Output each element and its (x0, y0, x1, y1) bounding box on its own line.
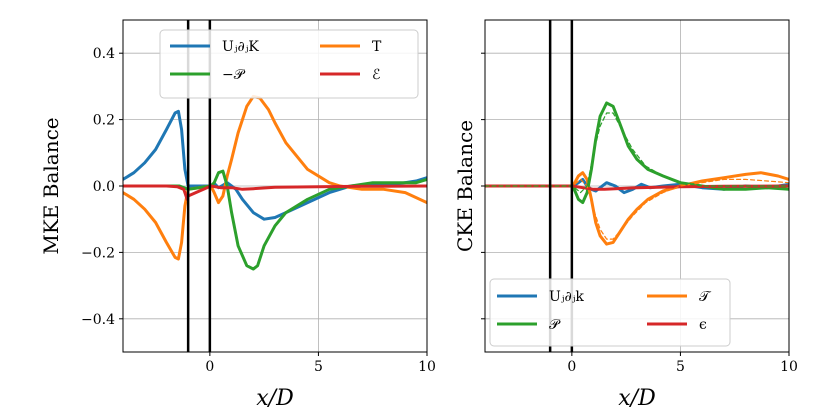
legend-label: −𝒫 (222, 67, 246, 83)
y-tick-label: 0.2 (93, 113, 115, 129)
legend-label: Uⱼ∂ⱼK (222, 39, 259, 55)
legend-label: Uⱼ∂ⱼk (549, 289, 584, 305)
y-tick-label: 0.0 (93, 179, 115, 195)
series-line-dashed-5 (485, 112, 789, 194)
x-tick-label: 10 (418, 359, 436, 375)
x-tick-label: 5 (676, 359, 685, 375)
panel-right: 0 5 10 x/D CKE Balance Uⱼ∂ⱼk 𝒯 𝒫 ϵ (453, 19, 798, 411)
y-tick-label: −0.4 (81, 312, 115, 328)
legend: Uⱼ∂ⱼK T −𝒫 ℰ (159, 29, 419, 99)
series-line-0 (123, 109, 427, 221)
legend-label: ϵ (699, 317, 707, 333)
legend-label: 𝒯 (699, 289, 712, 305)
x-tick-label: 10 (780, 359, 798, 375)
x-tick-label: 0 (205, 359, 214, 375)
y-tick-label: 0.4 (93, 46, 115, 62)
series-line-1 (123, 94, 427, 261)
x-axis-title: x/D (618, 386, 656, 411)
legend-label: 𝒫 (549, 317, 561, 333)
x-tick-label: 5 (314, 359, 323, 375)
legend-label: ℰ (372, 67, 380, 83)
legend-label: T (372, 39, 382, 55)
legend-box (489, 278, 731, 347)
series-line-1 (485, 171, 789, 246)
y-axis-title: CKE Balance (453, 120, 477, 252)
y-tick-label: −0.2 (81, 245, 115, 261)
legend: Uⱼ∂ⱼk 𝒯 𝒫 ϵ (489, 278, 731, 347)
panel-left: 0 5 10 −0.4 −0.2 0.0 0.2 0.4 x/D MKE Balance Uⱼ∂ⱼK… (39, 19, 436, 411)
x-axis-title: x/D (256, 386, 294, 411)
y-axis-title: MKE Balance (39, 117, 63, 254)
x-tick-label: 0 (567, 359, 576, 375)
series-line-dashed-4 (485, 178, 789, 240)
series-line-3 (123, 184, 427, 201)
